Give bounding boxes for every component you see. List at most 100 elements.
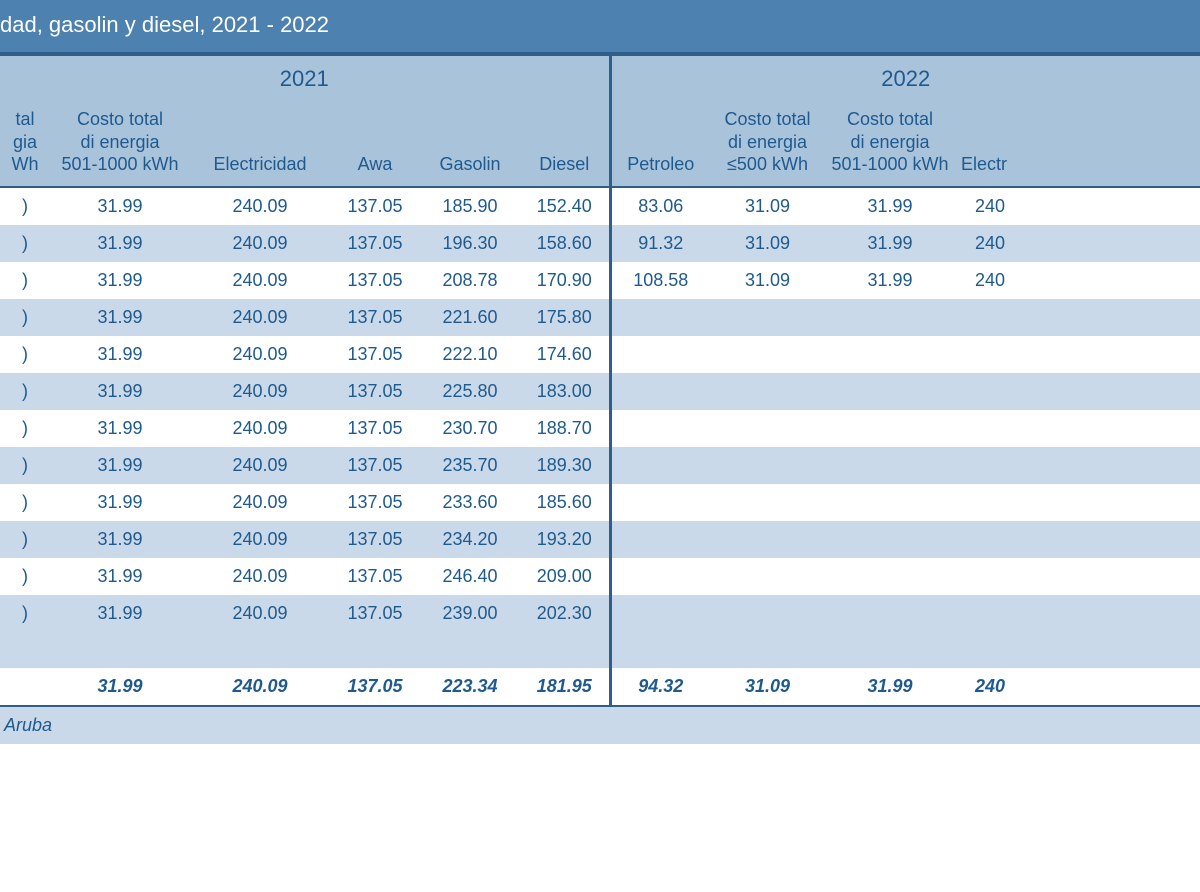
- table-cell: 193.20: [520, 521, 610, 558]
- table-cell: [330, 632, 420, 668]
- table-cell: ): [0, 187, 50, 225]
- table-cell: 83.06: [610, 187, 710, 225]
- table-cell: 137.05: [330, 373, 420, 410]
- column-header-row: tal gia Wh Costo total di energia 501-10…: [0, 102, 1200, 187]
- table-cell: [610, 373, 710, 410]
- table-cell: [610, 558, 710, 595]
- table-row: )31.99240.09137.05222.10174.60: [0, 336, 1200, 373]
- table-cell: [710, 595, 825, 632]
- table-cell: 240.09: [190, 410, 330, 447]
- col-diesel-2021: Diesel: [520, 102, 610, 187]
- table-cell: 240.09: [190, 373, 330, 410]
- table-cell: [420, 632, 520, 668]
- table-cell: 222.10: [420, 336, 520, 373]
- table-cell: 185.90: [420, 187, 520, 225]
- table-cell: 137.05: [330, 447, 420, 484]
- table-cell: [710, 410, 825, 447]
- table-cell: [955, 595, 1200, 632]
- table-cell: [520, 632, 610, 668]
- table-cell: [955, 632, 1200, 668]
- table-cell: 202.30: [520, 595, 610, 632]
- table-cell: [825, 299, 955, 336]
- table-cell: ): [0, 410, 50, 447]
- table-cell: [610, 595, 710, 632]
- table-cell: 31.99: [50, 484, 190, 521]
- table-cell: 240.09: [190, 668, 330, 706]
- table-cell: 240.09: [190, 262, 330, 299]
- table-cell: 240.09: [190, 299, 330, 336]
- table-cell: [825, 373, 955, 410]
- table-cell: [610, 484, 710, 521]
- table-cell: [825, 521, 955, 558]
- table-cell: [710, 558, 825, 595]
- table-row: )31.99240.09137.05225.80183.00: [0, 373, 1200, 410]
- table-cell: 240: [955, 225, 1200, 262]
- table-cell: 158.60: [520, 225, 610, 262]
- table-cell: 31.99: [50, 225, 190, 262]
- table-cell: [610, 299, 710, 336]
- table-cell: 137.05: [330, 484, 420, 521]
- table-cell: 240.09: [190, 595, 330, 632]
- table-cell: ): [0, 225, 50, 262]
- table-cell: 31.99: [50, 187, 190, 225]
- table-cell: [610, 447, 710, 484]
- table-cell: 31.99: [50, 336, 190, 373]
- table-cell: 31.99: [50, 299, 190, 336]
- table-body: )31.99240.09137.05185.90152.4083.0631.09…: [0, 187, 1200, 744]
- table-cell: ): [0, 558, 50, 595]
- table-cell: 31.99: [50, 410, 190, 447]
- table-cell: 240.09: [190, 484, 330, 521]
- source-row: Aruba: [0, 706, 1200, 744]
- table-cell: [710, 299, 825, 336]
- table-row: )31.99240.09137.05239.00202.30: [0, 595, 1200, 632]
- table-cell: [0, 668, 50, 706]
- col-electricidad-2021: Electricidad: [190, 102, 330, 187]
- table-cell: 31.09: [710, 262, 825, 299]
- table-row: )31.99240.09137.05230.70188.70: [0, 410, 1200, 447]
- col-electricidad-2022: Electr: [955, 102, 1200, 187]
- table-cell: [955, 558, 1200, 595]
- table-cell: 208.78: [420, 262, 520, 299]
- totals-row: 31.99240.09137.05223.34181.9594.3231.093…: [0, 668, 1200, 706]
- table-cell: [825, 632, 955, 668]
- source-note: Aruba: [0, 706, 1200, 744]
- table-cell: 188.70: [520, 410, 610, 447]
- table-cell: [610, 336, 710, 373]
- col-costo-501-1000-2022: Costo total di energia 501-1000 kWh: [825, 102, 955, 187]
- table-cell: [710, 521, 825, 558]
- table-cell: 137.05: [330, 225, 420, 262]
- table-cell: 31.99: [50, 262, 190, 299]
- table-cell: 31.09: [710, 225, 825, 262]
- table-cell: 240: [955, 262, 1200, 299]
- table-cell: 152.40: [520, 187, 610, 225]
- table-cell: [710, 632, 825, 668]
- table-cell: [710, 373, 825, 410]
- table-cell: 240: [955, 187, 1200, 225]
- table-cell: [710, 336, 825, 373]
- col-costo-500-2022: Costo total di energia ≤500 kWh: [710, 102, 825, 187]
- table-cell: [955, 484, 1200, 521]
- table-cell: 185.60: [520, 484, 610, 521]
- table-cell: 31.99: [825, 668, 955, 706]
- prices-table: 2021 2022 tal gia Wh Costo total di ener…: [0, 54, 1200, 744]
- table-row: )31.99240.09137.05208.78170.90108.5831.0…: [0, 262, 1200, 299]
- table-cell: 221.60: [420, 299, 520, 336]
- table-cell: 209.00: [520, 558, 610, 595]
- table-cell: [955, 447, 1200, 484]
- table-cell: [955, 373, 1200, 410]
- table-cell: 137.05: [330, 521, 420, 558]
- table-cell: 235.70: [420, 447, 520, 484]
- table-cell: 170.90: [520, 262, 610, 299]
- table-cell: 230.70: [420, 410, 520, 447]
- table-cell: 137.05: [330, 558, 420, 595]
- table-cell: 240.09: [190, 558, 330, 595]
- table-cell: 31.99: [825, 225, 955, 262]
- table-cell: 137.05: [330, 336, 420, 373]
- table-cell: 240.09: [190, 447, 330, 484]
- table-cell: [610, 521, 710, 558]
- col-petroleo-2022: Petroleo: [610, 102, 710, 187]
- table-row: )31.99240.09137.05246.40209.00: [0, 558, 1200, 595]
- year-2021-header: 2021: [0, 55, 610, 102]
- table-cell: 175.80: [520, 299, 610, 336]
- table-cell: [955, 521, 1200, 558]
